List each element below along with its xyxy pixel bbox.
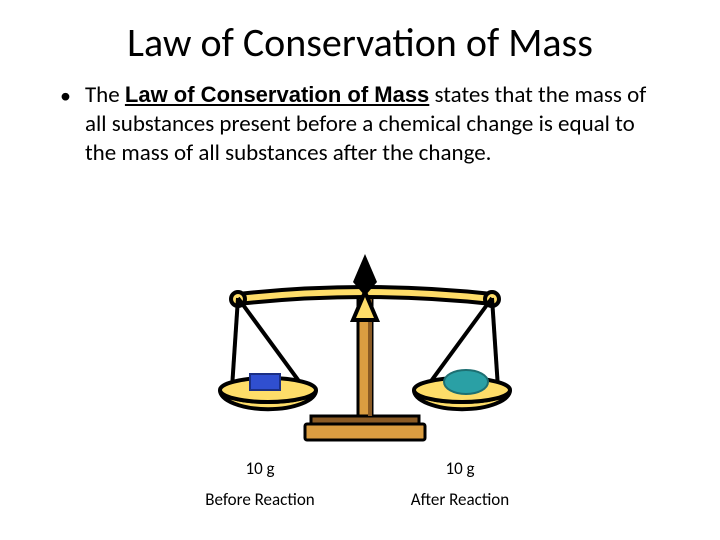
slide-title: Law of Conservation of Mass [0,0,720,81]
right-phase-label: After Reaction [411,489,509,510]
right-label-column: 10 g After Reaction [360,458,560,510]
left-phase-label: Before Reaction [205,489,314,510]
left-label-column: 10 g Before Reaction [160,458,360,510]
left-weight-label: 10 g [245,458,274,479]
bullet-text: The Law of Conservation of Mass states t… [85,81,660,167]
bullet-marker: • [60,81,71,111]
right-weight-label: 10 g [445,458,474,479]
bullet-bold-term: Law of Conservation of Mass [125,82,429,107]
bullet-prefix: The [85,81,125,109]
labels-row: 10 g Before Reaction 10 g After Reaction [0,458,720,510]
bullet-block: • The Law of Conservation of Mass states… [0,81,720,167]
balance-scale-diagram [210,238,520,448]
